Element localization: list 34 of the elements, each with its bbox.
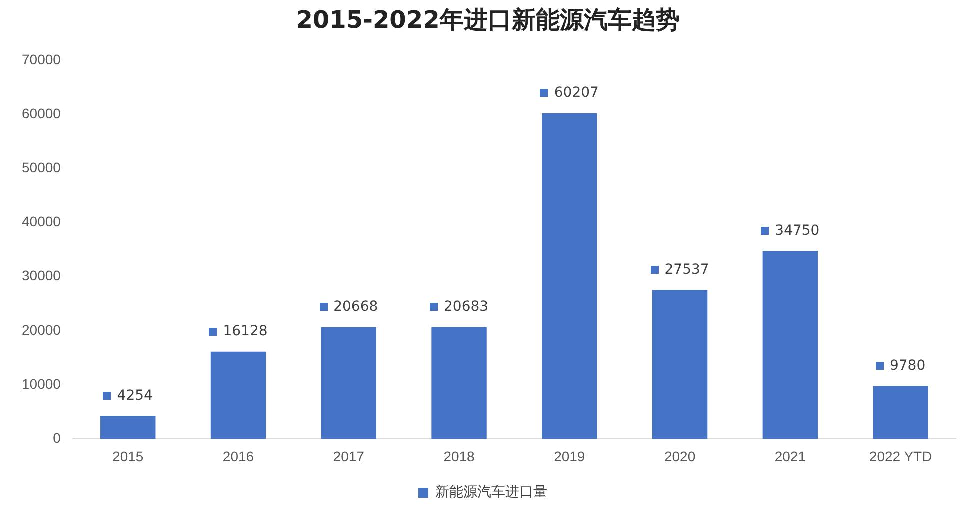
y-tick-label: 20000 <box>22 322 62 338</box>
x-tick-label: 2019 <box>554 448 586 464</box>
y-tick-label: 40000 <box>22 214 62 230</box>
x-tick-label: 2016 <box>222 448 254 464</box>
bar <box>321 327 376 440</box>
y-tick-label: 70000 <box>22 51 62 68</box>
y-tick-label: 50000 <box>22 159 62 176</box>
data-label: 20683 <box>444 298 489 315</box>
bar <box>762 251 818 440</box>
x-tick-label: 2017 <box>333 448 365 464</box>
y-tick-label: 0 <box>53 430 62 446</box>
bar <box>210 352 266 440</box>
bar <box>432 327 487 440</box>
x-tick-label: 2015 <box>112 448 144 464</box>
y-tick-label: 60000 <box>22 105 62 122</box>
bar <box>100 416 156 440</box>
y-tick-label: 30000 <box>22 268 62 284</box>
x-tick-label: 2018 <box>444 448 476 464</box>
data-label: 20668 <box>334 298 378 315</box>
bar <box>652 290 708 440</box>
bar <box>873 386 928 440</box>
y-tick-label: 10000 <box>22 376 62 392</box>
x-tick-label: 2022 YTD <box>869 448 932 464</box>
data-label: 9780 <box>890 358 926 374</box>
x-tick-label: 2021 <box>774 448 806 464</box>
data-label: 60207 <box>554 85 599 102</box>
bar <box>542 113 598 440</box>
data-label: 34750 <box>775 222 820 239</box>
data-label: 16128 <box>223 324 268 340</box>
x-tick-label: 2020 <box>664 448 696 464</box>
data-label: 4254 <box>117 388 154 404</box>
chart-title: 2015-2022年进口新能源汽车趋势 <box>295 5 681 36</box>
data-label: 27537 <box>664 262 710 278</box>
legend-label: 新能源汽车进口量 <box>436 484 548 501</box>
